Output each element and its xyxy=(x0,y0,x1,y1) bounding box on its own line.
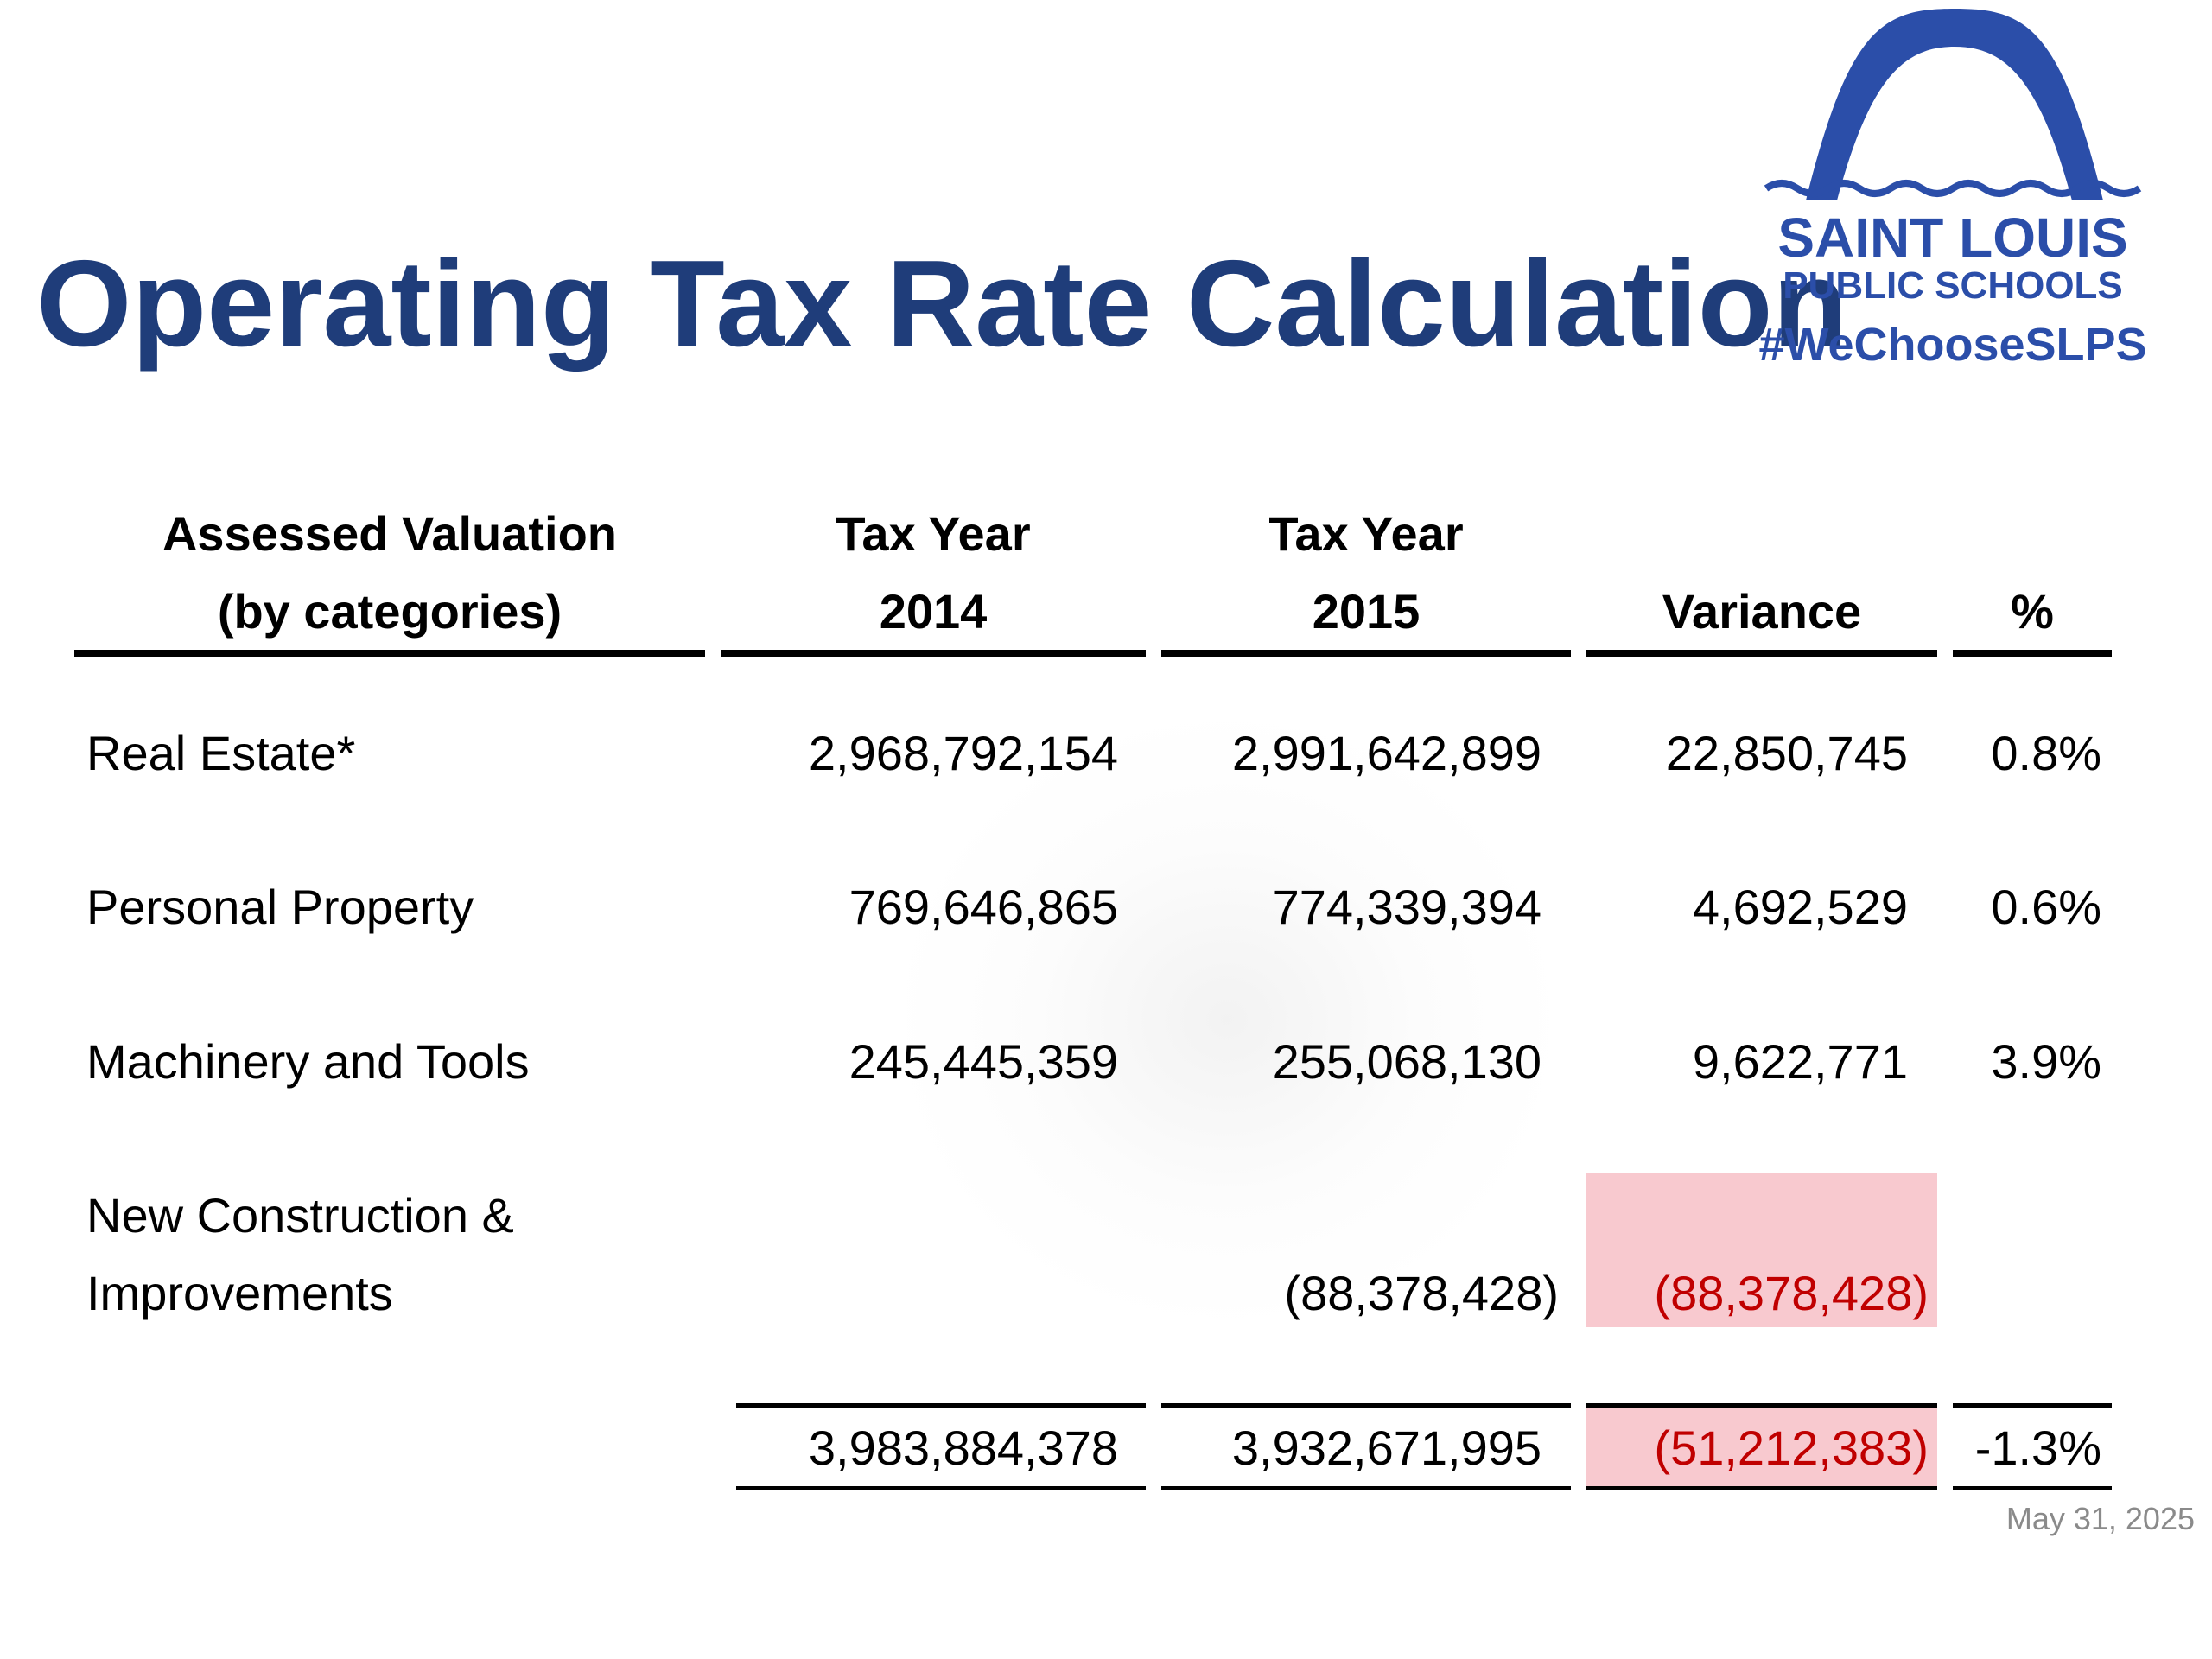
header-rule-percent xyxy=(1953,650,2112,657)
row-value-percent: 0.6% xyxy=(1991,880,2101,934)
background-swirl xyxy=(890,709,1564,1331)
total-top-rule-2014 xyxy=(736,1403,1146,1408)
row-label-new-construction-line2: Improvements xyxy=(86,1266,393,1320)
row-value-2015: 774,339,394 xyxy=(1272,880,1541,934)
header-category-line1: Assessed Valuation xyxy=(162,506,617,561)
row-value-2014: 769,646,865 xyxy=(849,880,1118,934)
header-2015-line2: 2015 xyxy=(1312,584,1421,639)
total-bottom-rule-2014 xyxy=(736,1486,1146,1490)
header-2014-line2: 2014 xyxy=(879,584,988,639)
header-2014-line1: Tax Year xyxy=(836,506,1031,561)
header-rule-2014 xyxy=(721,650,1146,657)
row-label-new-construction-line1: New Construction & xyxy=(86,1188,514,1243)
row-value-variance: 9,622,771 xyxy=(1692,1034,1908,1089)
row-value-2015: 255,068,130 xyxy=(1272,1034,1541,1089)
row-value-2014: 2,968,792,154 xyxy=(808,726,1118,780)
logo-hashtag: #WeChooseSLPS xyxy=(1758,319,2147,371)
row-value-percent: 0.8% xyxy=(1991,726,2101,780)
row-value-2014: 245,445,359 xyxy=(849,1034,1118,1089)
logo-name-line1: SAINT LOUIS xyxy=(1777,207,2128,269)
header-percent: % xyxy=(2011,584,2054,639)
header-rule-variance xyxy=(1586,650,1937,657)
page-title: Operating Tax Rate Calculation xyxy=(36,235,1848,372)
row-value-2015: 2,991,642,899 xyxy=(1231,726,1541,780)
total-value-percent: -1.3% xyxy=(1974,1421,2101,1475)
header-variance: Variance xyxy=(1662,584,1862,639)
arch-icon xyxy=(1764,9,2142,200)
total-top-rule-variance xyxy=(1586,1403,1937,1408)
row-value-2015: (88,378,428) xyxy=(1284,1266,1559,1320)
total-value-2014: 3,983,884,378 xyxy=(808,1421,1118,1475)
total-bottom-rule-2015 xyxy=(1161,1486,1571,1490)
total-bottom-rule-percent xyxy=(1953,1486,2112,1490)
total-top-rule-percent xyxy=(1953,1403,2112,1408)
total-value-variance: (51,212,383) xyxy=(1654,1421,1929,1475)
slide-date: May 31, 2025 xyxy=(2005,1501,2195,1536)
row-value-variance: (88,378,428) xyxy=(1654,1266,1929,1320)
total-variance-highlight xyxy=(1586,1408,1937,1487)
row-label-real-estate: Real Estate* xyxy=(86,726,356,780)
logo-name-line2: PUBLIC SCHOOLS xyxy=(1783,264,2123,307)
header-rule-category xyxy=(74,650,705,657)
row-label-personal-property: Personal Property xyxy=(86,880,474,934)
total-value-2015: 3,932,671,995 xyxy=(1231,1421,1541,1475)
variance-highlight xyxy=(1586,1173,1937,1327)
total-bottom-rule-variance xyxy=(1586,1486,1937,1490)
row-value-percent: 3.9% xyxy=(1991,1034,2101,1089)
row-label-machinery-tools: Machinery and Tools xyxy=(86,1034,530,1089)
row-value-variance: 4,692,529 xyxy=(1692,880,1908,934)
header-rule-2015 xyxy=(1161,650,1571,657)
header-2015-line1: Tax Year xyxy=(1268,506,1464,561)
row-value-variance: 22,850,745 xyxy=(1665,726,1908,780)
total-top-rule-2015 xyxy=(1161,1403,1571,1408)
header-category-line2: (by categories) xyxy=(217,584,563,639)
